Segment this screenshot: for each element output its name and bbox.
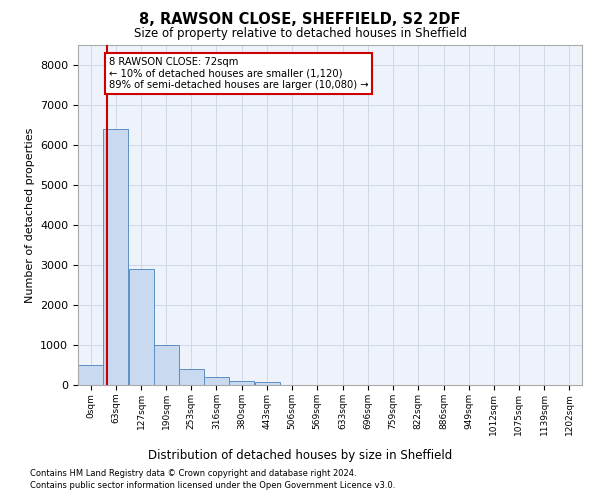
Bar [128, 269, 154, 385]
Bar [78, 365, 103, 385]
Bar [229, 381, 254, 385]
Bar [254, 382, 280, 385]
Text: 8, RAWSON CLOSE, SHEFFIELD, S2 2DF: 8, RAWSON CLOSE, SHEFFIELD, S2 2DF [139, 12, 461, 28]
Bar [154, 345, 179, 385]
Text: 8 RAWSON CLOSE: 72sqm
← 10% of detached houses are smaller (1,120)
89% of semi-d: 8 RAWSON CLOSE: 72sqm ← 10% of detached … [109, 57, 368, 90]
Bar [204, 377, 229, 385]
Text: Contains public sector information licensed under the Open Government Licence v3: Contains public sector information licen… [30, 481, 395, 490]
Y-axis label: Number of detached properties: Number of detached properties [25, 128, 35, 302]
Text: Distribution of detached houses by size in Sheffield: Distribution of detached houses by size … [148, 450, 452, 462]
Bar [103, 129, 128, 385]
Bar [179, 369, 204, 385]
Text: Contains HM Land Registry data © Crown copyright and database right 2024.: Contains HM Land Registry data © Crown c… [30, 468, 356, 477]
Text: Size of property relative to detached houses in Sheffield: Size of property relative to detached ho… [133, 28, 467, 40]
